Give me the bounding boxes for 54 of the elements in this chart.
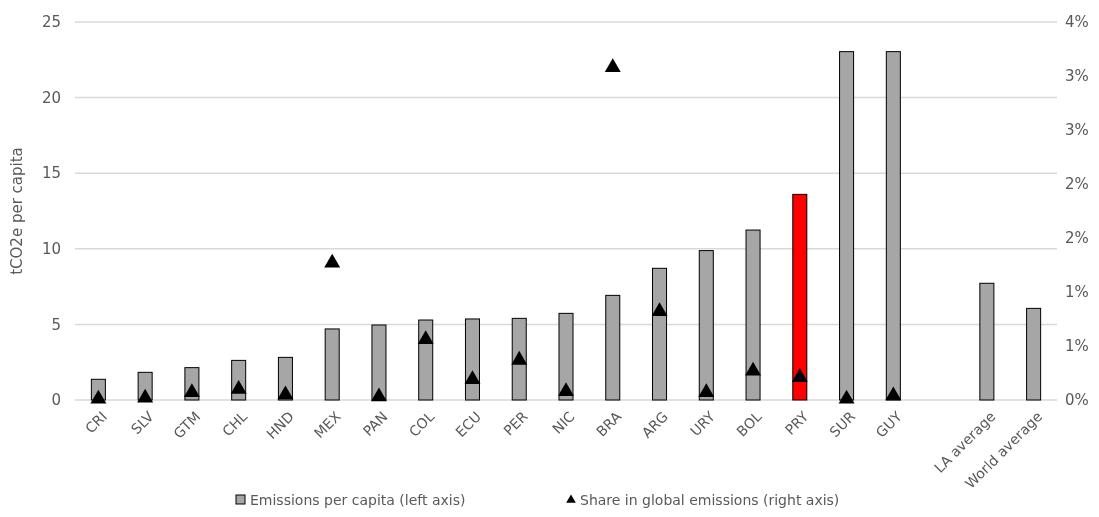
point [464,370,481,385]
y-tick-label: 10 [41,240,61,259]
legend-label: Emissions per capita (left axis) [250,492,466,508]
bar [464,318,480,401]
point [838,389,855,404]
point [277,385,294,400]
point [324,253,341,268]
y-tick-label: 0 [51,391,61,410]
bar [652,267,668,401]
y-tick-label: 15 [41,164,61,183]
bar [885,51,901,401]
y2-tick-label: 1% [1065,337,1089,356]
y2-tick-label: 2% [1065,229,1089,248]
y-axis-title: tCO2e per capita [8,147,26,275]
y-tick-label: 5 [51,315,61,334]
point [651,302,668,317]
bar [418,319,434,401]
bar [371,324,387,401]
point [558,382,574,396]
bar [558,312,574,401]
y2-tick-label: 3% [1065,121,1089,140]
bar [324,328,340,401]
point [90,389,107,404]
x-tick-label: NIC [549,408,578,437]
bar [698,250,714,401]
bar [792,193,808,401]
point [885,386,902,401]
y-tick-label: 25 [41,13,61,32]
point [604,58,621,72]
point [137,388,154,403]
point [791,368,808,382]
x-tick-label: CRI [81,408,110,437]
x-tick-label: COL [405,408,438,440]
y2-tick-label: 0% [1065,391,1089,410]
point [417,330,434,345]
legend-label: Share in global emissions (right axis) [580,492,840,508]
point [745,361,762,376]
bar [979,282,995,401]
point [183,383,200,398]
y2-tick-label: 4% [1065,13,1089,32]
bar [605,294,621,401]
point [230,380,247,394]
point [698,383,715,398]
bar [1026,307,1042,401]
y2-tick-label: 2% [1065,175,1089,194]
point [511,350,528,365]
bar [839,51,855,401]
point [370,387,387,402]
y-tick-label: 20 [41,88,61,107]
bar [745,229,761,401]
y2-tick-label: 1% [1065,283,1089,302]
x-tick-label: BOL [733,408,765,440]
y2-tick-label: 3% [1065,67,1089,86]
x-tick-label: CHL [219,408,251,440]
